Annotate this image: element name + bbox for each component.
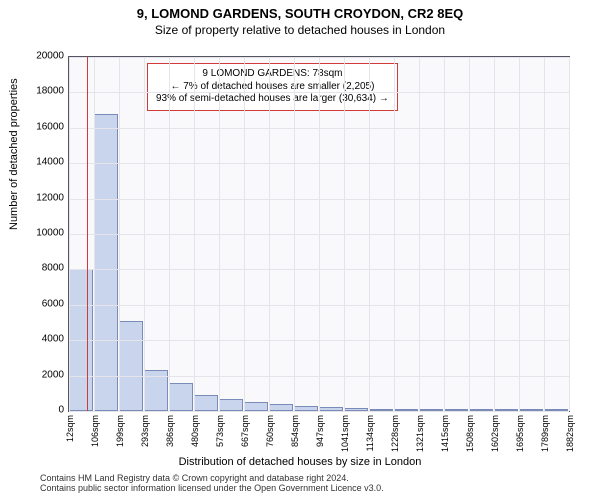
y-tick-label: 4000 (24, 334, 64, 345)
gridline-v (144, 57, 145, 411)
annotation-line2: ← 7% of detached houses are smaller (2,2… (156, 81, 389, 94)
marker-line (87, 57, 88, 411)
footer-line2: Contains public sector information licen… (40, 484, 384, 494)
gridline-v (369, 57, 370, 411)
y-tick-label: 12000 (24, 192, 64, 203)
x-axis-label: Distribution of detached houses by size … (0, 456, 600, 468)
y-tick-label: 10000 (24, 228, 64, 239)
histogram-bar (194, 395, 218, 411)
chart-subtitle: Size of property relative to detached ho… (0, 21, 600, 37)
gridline-v (219, 57, 220, 411)
histogram-bar (269, 404, 293, 411)
plot-area: 9 LOMOND GARDENS: 78sqm ← 7% of detached… (68, 56, 570, 412)
annotation-line1: 9 LOMOND GARDENS: 78sqm (156, 68, 389, 81)
gridline-v (194, 57, 195, 411)
gridline-v (394, 57, 395, 411)
gridline-v (319, 57, 320, 411)
gridline-v (519, 57, 520, 411)
histogram-bar (169, 383, 193, 411)
gridline-v (444, 57, 445, 411)
y-tick-label: 2000 (24, 369, 64, 380)
gridline-v (469, 57, 470, 411)
histogram-bar (219, 399, 243, 411)
gridline-v (94, 57, 95, 411)
gridline-v (244, 57, 245, 411)
gridline-v (294, 57, 295, 411)
histogram-bar (119, 321, 143, 411)
chart-title: 9, LOMOND GARDENS, SOUTH CROYDON, CR2 8E… (0, 0, 600, 21)
annotation-line3: 93% of semi-detached houses are larger (… (156, 93, 389, 106)
gridline-v (344, 57, 345, 411)
y-tick-label: 18000 (24, 86, 64, 97)
gridline-v (494, 57, 495, 411)
gridline-v (419, 57, 420, 411)
annotation-box: 9 LOMOND GARDENS: 78sqm ← 7% of detached… (147, 63, 398, 111)
gridline-v (544, 57, 545, 411)
histogram-bar (244, 402, 268, 411)
y-axis-label: Number of detached properties (8, 78, 20, 230)
y-tick-label: 8000 (24, 263, 64, 274)
y-tick-label: 20000 (24, 51, 64, 62)
gridline-h (69, 411, 569, 412)
gridline-v (119, 57, 120, 411)
y-tick-label: 0 (24, 405, 64, 416)
gridline-v (69, 57, 70, 411)
gridline-v (169, 57, 170, 411)
chart-container: 9, LOMOND GARDENS, SOUTH CROYDON, CR2 8E… (0, 0, 600, 500)
footer: Contains HM Land Registry data © Crown c… (40, 474, 384, 494)
y-tick-label: 6000 (24, 298, 64, 309)
y-tick-label: 14000 (24, 157, 64, 168)
gridline-v (269, 57, 270, 411)
gridline-v (569, 57, 570, 411)
histogram-bar (94, 114, 118, 411)
y-tick-label: 16000 (24, 121, 64, 132)
